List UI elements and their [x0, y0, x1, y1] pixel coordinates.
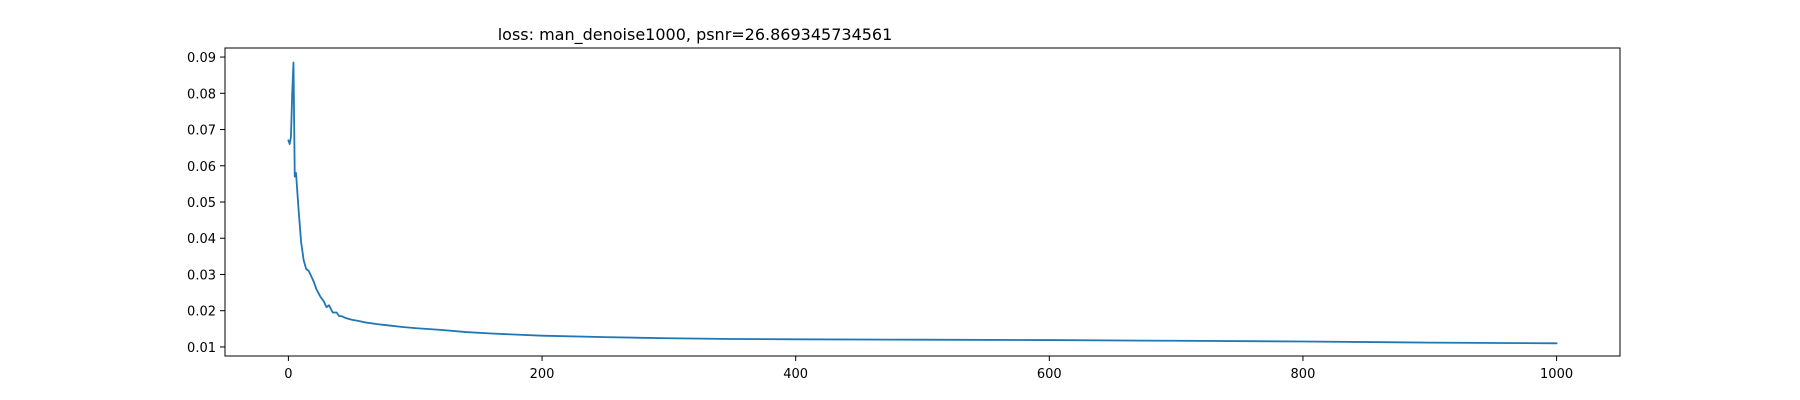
y-tick-label: 0.08 — [187, 87, 216, 102]
y-tick-label: 0.02 — [187, 305, 216, 320]
y-tick-label: 0.06 — [187, 160, 216, 175]
chart-title: loss: man_denoise1000, psnr=26.869345734… — [498, 25, 893, 45]
x-tick-label: 400 — [783, 367, 808, 382]
plot-frame — [224, 47, 1621, 357]
y-tick-label: 0.03 — [187, 268, 216, 283]
series-layer — [287, 61, 1558, 345]
y-tick-label: 0.05 — [187, 196, 216, 211]
x-tick-label: 1000 — [1540, 367, 1573, 382]
y-tick-label: 0.01 — [187, 341, 216, 356]
x-tick-label: 0 — [284, 367, 292, 382]
x-tick-label: 600 — [1037, 367, 1062, 382]
axes-layer: 0 200 400 600 800 1000 0.01 0.02 0.03 0.04 0.05 0.0… — [187, 47, 1621, 382]
y-tick-label: 0.09 — [187, 51, 216, 66]
x-tick-label: 800 — [1291, 367, 1316, 382]
y-tick-label: 0.07 — [187, 124, 216, 139]
y-tick-label: 0.04 — [187, 232, 216, 247]
x-tick-label: 200 — [530, 367, 555, 382]
loss-series-line — [287, 61, 1558, 345]
